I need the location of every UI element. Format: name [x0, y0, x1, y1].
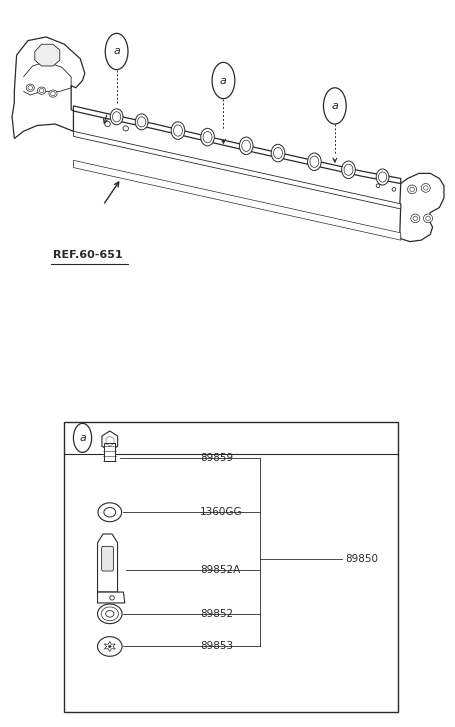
FancyBboxPatch shape: [64, 422, 398, 712]
Text: 89852A: 89852A: [199, 566, 239, 575]
Ellipse shape: [49, 90, 57, 97]
Ellipse shape: [104, 507, 116, 517]
Ellipse shape: [375, 169, 388, 185]
Text: REF.60-651: REF.60-651: [53, 250, 122, 260]
Ellipse shape: [341, 161, 354, 179]
Polygon shape: [73, 132, 400, 209]
Ellipse shape: [239, 137, 253, 155]
Ellipse shape: [110, 109, 123, 125]
Ellipse shape: [200, 129, 214, 146]
Text: 1360GG: 1360GG: [199, 507, 242, 517]
Polygon shape: [73, 161, 400, 240]
Polygon shape: [73, 106, 400, 183]
Ellipse shape: [26, 84, 34, 92]
Ellipse shape: [37, 87, 46, 95]
Bar: [104, 443, 115, 462]
Ellipse shape: [271, 144, 284, 162]
Polygon shape: [97, 592, 125, 603]
Polygon shape: [35, 44, 60, 66]
Circle shape: [212, 63, 234, 99]
Ellipse shape: [135, 114, 148, 130]
Ellipse shape: [307, 153, 320, 171]
Text: 89853: 89853: [199, 641, 233, 651]
FancyBboxPatch shape: [101, 547, 113, 571]
Text: 89852: 89852: [199, 608, 233, 619]
Ellipse shape: [420, 183, 430, 192]
Ellipse shape: [97, 604, 122, 624]
Ellipse shape: [98, 503, 121, 522]
Ellipse shape: [110, 595, 114, 600]
Circle shape: [323, 88, 345, 124]
Text: a: a: [219, 76, 227, 86]
Ellipse shape: [423, 214, 432, 222]
Ellipse shape: [407, 185, 416, 193]
Text: 89850: 89850: [344, 555, 378, 564]
Text: a: a: [113, 47, 120, 57]
Ellipse shape: [108, 646, 111, 648]
Polygon shape: [102, 431, 117, 451]
Text: 89859: 89859: [199, 453, 233, 463]
Polygon shape: [97, 534, 117, 592]
Ellipse shape: [97, 637, 122, 656]
Ellipse shape: [106, 611, 114, 617]
Text: a: a: [331, 101, 338, 111]
Ellipse shape: [410, 214, 419, 222]
Circle shape: [105, 33, 128, 70]
Polygon shape: [12, 37, 85, 139]
Text: a: a: [79, 433, 86, 443]
Circle shape: [73, 423, 91, 452]
Polygon shape: [399, 174, 443, 241]
Ellipse shape: [171, 122, 184, 140]
